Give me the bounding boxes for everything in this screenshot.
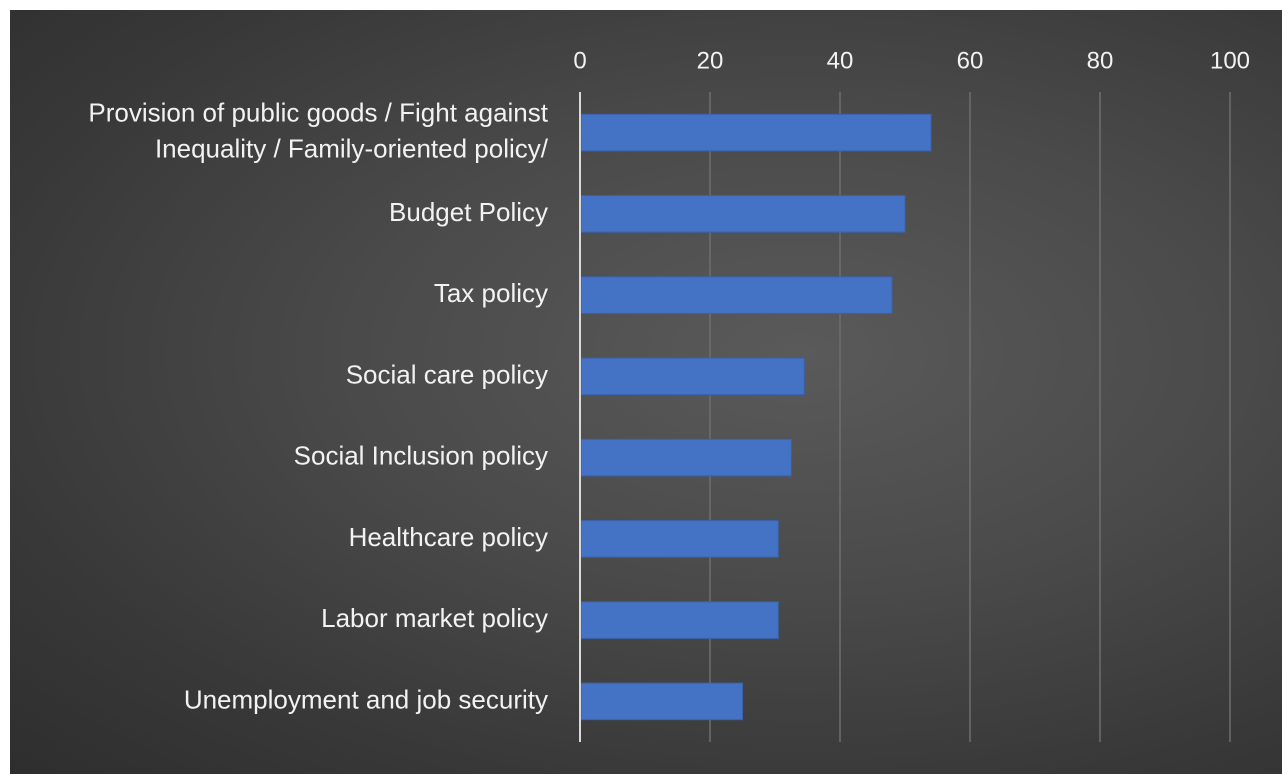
x-tick-label: 0 [573, 47, 586, 74]
x-tick-label: 100 [1210, 47, 1250, 74]
bar-5 [580, 520, 779, 558]
category-label: Unemployment and job security [184, 684, 548, 714]
x-axis-ticks: 0 20 40 60 80 100 [573, 47, 1250, 74]
category-label: Provision of public goods / Fight agains… [88, 98, 548, 128]
bar-0 [580, 113, 932, 152]
category-label: Inequality / Family-oriented policy/ [155, 134, 549, 164]
category-label: Social care policy [346, 359, 548, 389]
x-tick-label: 40 [827, 47, 854, 74]
chart-area: 0 20 40 60 80 100 Provision of public goods /… [10, 10, 1282, 774]
bar-3 [580, 357, 805, 396]
bar-1 [580, 195, 906, 233]
bar-4 [580, 438, 792, 477]
category-label: Healthcare policy [349, 522, 548, 552]
category-label: Budget Policy [389, 197, 548, 227]
category-label: Tax policy [434, 278, 548, 308]
x-tick-label: 80 [1087, 47, 1114, 74]
category-label: Labor market policy [321, 603, 548, 633]
grid-lines [709, 92, 1231, 742]
bars [580, 113, 932, 721]
bar-6 [580, 601, 779, 639]
x-tick-label: 20 [697, 47, 724, 74]
bar-7 [580, 682, 743, 721]
bar-chart: 0 20 40 60 80 100 Provision of public goods /… [88, 47, 1250, 742]
category-label: Social Inclusion policy [294, 441, 548, 471]
bar-2 [580, 276, 893, 314]
x-tick-label: 60 [957, 47, 984, 74]
category-labels: Provision of public goods / Fight agains… [88, 98, 548, 715]
